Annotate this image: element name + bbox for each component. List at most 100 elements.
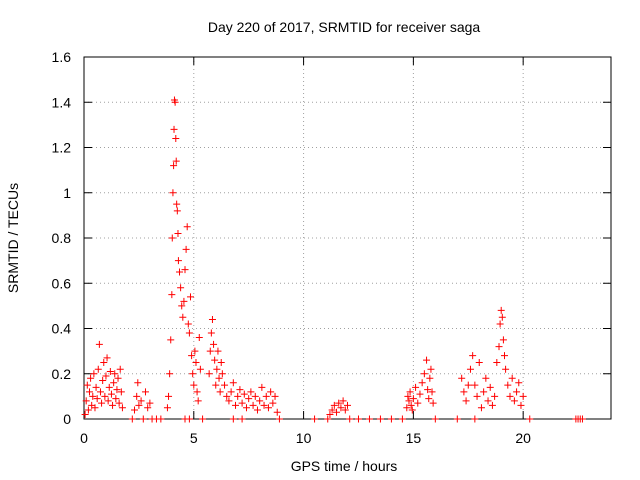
data-point <box>208 315 216 323</box>
data-point <box>190 381 198 389</box>
data-point <box>115 399 123 407</box>
y-axis-label: SRMTID / TECUs <box>5 183 21 293</box>
data-point <box>105 383 113 391</box>
data-point <box>169 189 177 197</box>
data-point <box>238 415 246 423</box>
y-tick-label: 1.4 <box>52 94 72 110</box>
y-tick-label: 0.8 <box>52 230 72 246</box>
data-point <box>420 370 428 378</box>
data-point <box>133 392 141 400</box>
data-point <box>502 365 510 373</box>
data-point <box>188 352 196 360</box>
data-point <box>330 401 338 409</box>
data-point <box>260 401 268 409</box>
data-point <box>84 406 92 414</box>
data-point <box>227 388 235 396</box>
data-point <box>501 352 509 360</box>
data-point <box>183 223 191 231</box>
data-point <box>85 388 93 396</box>
data-point <box>515 379 523 387</box>
data-point <box>173 207 181 215</box>
data-point <box>473 392 481 400</box>
data-point <box>407 401 415 409</box>
x-axis-label: GPS time / hours <box>291 458 398 474</box>
data-point <box>424 386 432 394</box>
y-tick-label: 0.2 <box>52 366 72 382</box>
data-point <box>131 406 139 414</box>
data-point <box>404 392 412 400</box>
data-point <box>193 388 201 396</box>
data-point <box>426 374 434 382</box>
data-point <box>376 415 384 423</box>
data-point <box>141 388 149 396</box>
data-point <box>253 406 261 414</box>
data-point <box>206 347 214 355</box>
data-point <box>182 245 190 253</box>
data-point <box>269 399 277 407</box>
data-point <box>205 370 213 378</box>
data-point <box>180 297 188 305</box>
data-point <box>170 125 178 133</box>
data-point <box>210 340 218 348</box>
y-tick-label: 1 <box>63 185 71 201</box>
data-point <box>185 415 193 423</box>
data-point <box>232 401 240 409</box>
data-point <box>335 399 343 407</box>
data-point <box>496 320 504 328</box>
data-point <box>398 415 406 423</box>
data-point <box>460 388 468 396</box>
y-tick-labels: 0 0.2 0.4 0.6 0.8 1 1.2 1.4 1.6 <box>52 49 72 427</box>
data-point <box>92 383 100 391</box>
y-tick-label: 0.6 <box>52 275 72 291</box>
data-point <box>365 415 373 423</box>
data-point <box>93 395 101 403</box>
data-point <box>513 388 521 396</box>
data-point <box>482 374 490 382</box>
data-point <box>339 397 347 405</box>
data-points <box>81 96 586 423</box>
chart-title: Day 220 of 2017, SRMTID for receiver sag… <box>208 19 481 35</box>
data-point <box>100 358 108 366</box>
x-tick-label: 10 <box>296 430 312 446</box>
data-point <box>324 415 332 423</box>
data-point <box>256 397 264 405</box>
data-point <box>212 381 220 389</box>
data-point <box>165 392 173 400</box>
data-point <box>499 336 507 344</box>
data-point <box>462 397 470 405</box>
data-point <box>466 365 474 373</box>
data-point <box>102 372 110 380</box>
data-point <box>95 340 103 348</box>
data-point <box>406 388 414 396</box>
data-point <box>488 401 496 409</box>
data-point <box>221 381 229 389</box>
data-point <box>412 383 420 391</box>
grid-lines <box>84 57 611 419</box>
data-point <box>189 370 197 378</box>
data-point <box>416 390 424 398</box>
data-point <box>251 392 259 400</box>
data-point <box>109 401 117 409</box>
data-point <box>480 388 488 396</box>
data-point <box>157 415 165 423</box>
data-point <box>81 410 89 418</box>
data-point <box>137 397 145 405</box>
data-point <box>387 415 395 423</box>
y-tick-label: 1.2 <box>52 140 72 156</box>
data-point <box>166 370 174 378</box>
data-point <box>106 367 114 375</box>
x-tick-labels: 0 5 10 15 20 <box>80 430 531 446</box>
data-point <box>103 354 111 362</box>
data-point <box>328 406 336 414</box>
data-point <box>240 390 248 398</box>
data-point <box>471 381 479 389</box>
data-point <box>96 388 104 396</box>
data-point <box>146 399 154 407</box>
data-point <box>128 415 136 423</box>
data-point <box>117 388 125 396</box>
data-point <box>238 399 246 407</box>
data-point <box>498 313 506 321</box>
data-point <box>247 388 255 396</box>
data-point <box>194 397 202 405</box>
data-point <box>431 415 439 423</box>
